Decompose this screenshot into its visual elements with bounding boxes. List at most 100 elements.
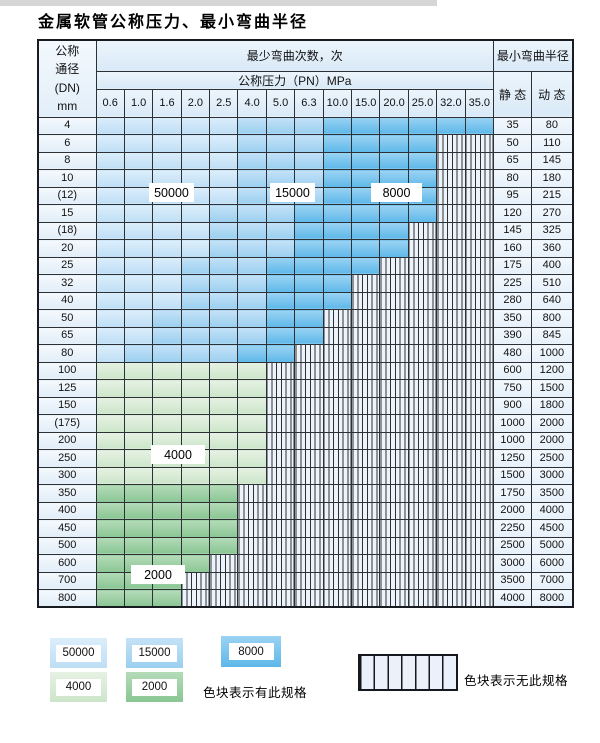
no-spec-cell bbox=[436, 379, 466, 398]
no-spec-cell bbox=[436, 536, 466, 555]
legend-no-spec-swatch bbox=[358, 654, 458, 691]
no-spec-cell bbox=[379, 536, 409, 555]
dynamic-radius-cell: 180 bbox=[531, 169, 574, 188]
no-spec-cell bbox=[294, 484, 324, 503]
no-spec-cell bbox=[351, 414, 381, 433]
spec-cell-15000 bbox=[123, 344, 154, 363]
spec-cell-4000 bbox=[180, 379, 211, 398]
spec-cell-8000 bbox=[351, 239, 381, 258]
no-spec-cell bbox=[265, 519, 296, 538]
no-spec-cell bbox=[436, 501, 466, 520]
pressure-column-header: 20.0 bbox=[379, 88, 409, 118]
static-radius-cell: 4000 bbox=[493, 589, 533, 608]
spec-cell-8000 bbox=[294, 239, 324, 258]
dynamic-radius-cell: 400 bbox=[531, 256, 574, 275]
spec-cell-4000 bbox=[95, 449, 125, 468]
spec-cell-50000 bbox=[123, 274, 154, 293]
no-spec-cell bbox=[436, 291, 466, 310]
spec-cell-4000 bbox=[95, 431, 125, 450]
no-spec-cell bbox=[436, 169, 466, 188]
table-row: 125 750 1500 bbox=[37, 379, 574, 398]
spec-cell-2000 bbox=[95, 571, 125, 590]
table-row: 20 160 360 bbox=[37, 239, 574, 258]
spec-cell-4000 bbox=[123, 414, 154, 433]
legend-swatch-value: 2000 bbox=[132, 678, 177, 696]
dn-cell: 150 bbox=[37, 396, 97, 415]
table-row: 350 1750 3500 bbox=[37, 484, 574, 503]
spec-cell-50000 bbox=[95, 274, 125, 293]
no-spec-cell bbox=[464, 256, 495, 275]
no-spec-cell bbox=[322, 484, 353, 503]
no-spec-cell bbox=[379, 589, 409, 608]
dn-cell: 400 bbox=[37, 501, 97, 520]
table-row: 40 280 640 bbox=[37, 291, 574, 310]
spec-cell-4000 bbox=[152, 361, 182, 380]
pressure-column-header: 10.0 bbox=[322, 88, 353, 118]
pressure-column-header: 1.6 bbox=[152, 88, 182, 118]
spec-cell-15000 bbox=[294, 134, 324, 153]
no-spec-cell bbox=[436, 204, 466, 223]
dn-header-line: 通径 bbox=[55, 62, 80, 77]
table-row: 15 120 270 bbox=[37, 204, 574, 223]
no-spec-cell bbox=[379, 414, 409, 433]
dn-cell: (175) bbox=[37, 414, 97, 433]
table-row: 500 2500 5000 bbox=[37, 536, 574, 555]
spec-cell-50000 bbox=[123, 221, 154, 240]
static-radius-cell: 1000 bbox=[493, 414, 533, 433]
no-spec-cell bbox=[407, 519, 438, 538]
dynamic-radius-cell: 800 bbox=[531, 309, 574, 328]
no-spec-cell bbox=[322, 536, 353, 555]
no-spec-cell bbox=[464, 536, 495, 555]
no-spec-cell bbox=[265, 554, 296, 573]
no-spec-cell bbox=[237, 484, 267, 503]
no-spec-cell bbox=[436, 239, 466, 258]
no-spec-cell bbox=[351, 396, 381, 415]
no-spec-cell bbox=[464, 186, 495, 205]
spec-cell-15000 bbox=[265, 239, 296, 258]
spec-cell-2000 bbox=[152, 519, 182, 538]
no-spec-cell bbox=[180, 571, 211, 590]
spec-cell-50000 bbox=[123, 151, 154, 170]
no-spec-cell bbox=[436, 431, 466, 450]
spec-cell-2000 bbox=[209, 519, 239, 538]
no-spec-cell bbox=[464, 151, 495, 170]
no-spec-cell bbox=[464, 396, 495, 415]
pressure-column-header: 2.0 bbox=[180, 88, 211, 118]
spec-cell-50000 bbox=[95, 291, 125, 310]
dn-cell: (12) bbox=[37, 186, 97, 205]
spec-cell-8000 bbox=[265, 309, 296, 328]
spec-cell-8000 bbox=[294, 221, 324, 240]
no-spec-cell bbox=[379, 431, 409, 450]
dn-cell: 200 bbox=[37, 431, 97, 450]
no-spec-cell bbox=[464, 466, 495, 485]
no-spec-cell bbox=[322, 396, 353, 415]
static-radius-cell: 2500 bbox=[493, 536, 533, 555]
spec-cell-4000 bbox=[123, 431, 154, 450]
no-spec-cell bbox=[464, 291, 495, 310]
no-spec-cell bbox=[464, 221, 495, 240]
no-spec-cell bbox=[351, 519, 381, 538]
no-spec-cell bbox=[322, 309, 353, 328]
spec-cell-8000 bbox=[294, 326, 324, 345]
static-radius-cell: 95 bbox=[493, 186, 533, 205]
spec-cell-4000 bbox=[95, 414, 125, 433]
static-radius-cell: 390 bbox=[493, 326, 533, 345]
zone-label-15000: 15000 bbox=[270, 183, 315, 202]
no-spec-cell bbox=[464, 134, 495, 153]
spec-cell-4000 bbox=[209, 449, 239, 468]
table-row: 50 350 800 bbox=[37, 309, 574, 328]
table-row: 150 900 1800 bbox=[37, 396, 574, 415]
spec-cell-15000 bbox=[237, 326, 267, 345]
spec-cell-15000 bbox=[237, 239, 267, 258]
spec-cell-15000 bbox=[180, 256, 211, 275]
no-spec-cell bbox=[322, 501, 353, 520]
no-spec-cell bbox=[180, 589, 211, 608]
no-spec-cell bbox=[351, 309, 381, 328]
spec-cell-50000 bbox=[209, 186, 239, 205]
table-row: (18) 145 325 bbox=[37, 221, 574, 240]
spec-cell-15000 bbox=[209, 204, 239, 223]
no-spec-cell bbox=[294, 396, 324, 415]
table-row: 300 1500 3000 bbox=[37, 466, 574, 485]
spec-cell-2000 bbox=[180, 536, 211, 555]
pressure-values-row: 0.6 1.0 1.6 2.0 2.5 4.0 5.0 6.3 10.0 15.0 20.0 25.0… bbox=[38, 88, 573, 118]
